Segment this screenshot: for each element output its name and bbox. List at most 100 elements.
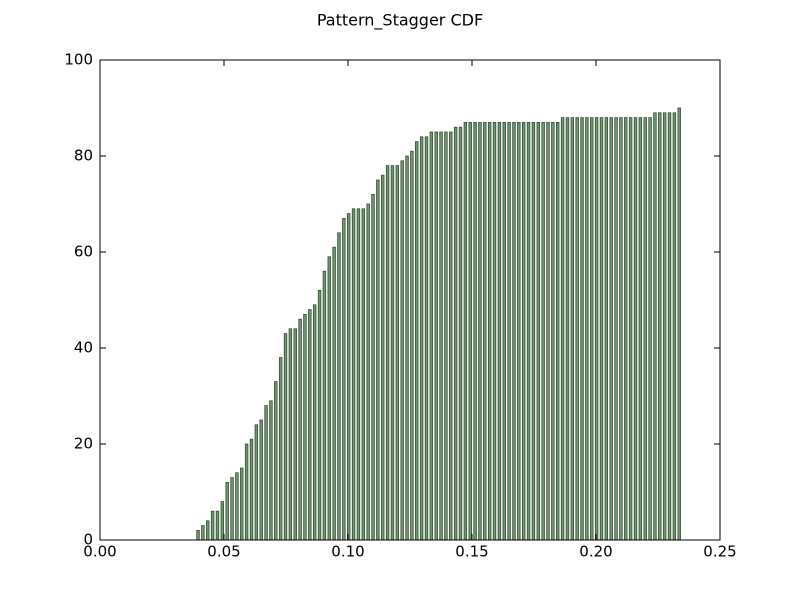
bar (298, 318, 302, 541)
bar (429, 131, 434, 541)
bar (215, 510, 220, 541)
bar (570, 117, 575, 541)
bar (317, 289, 322, 541)
bar (512, 122, 516, 541)
bar (288, 328, 293, 541)
bar (614, 117, 618, 541)
bar (283, 333, 288, 541)
bar (604, 117, 609, 541)
bar (274, 381, 278, 541)
y-tick-label: 60 (74, 243, 93, 261)
y-tick-label: 100 (64, 51, 93, 69)
bar (633, 117, 638, 541)
bar (240, 467, 244, 541)
bar (517, 122, 521, 541)
x-tick-label: 0.00 (83, 543, 116, 561)
bar (415, 141, 419, 541)
bar (332, 246, 336, 541)
bar (269, 400, 273, 541)
bar (381, 174, 385, 541)
bar (424, 136, 429, 541)
bar (643, 117, 647, 541)
bar (405, 155, 409, 541)
bar (278, 357, 283, 541)
bar (487, 122, 492, 541)
bar (502, 122, 506, 541)
bar (322, 270, 327, 541)
bar (312, 304, 317, 541)
bar (400, 160, 404, 541)
bar (521, 122, 526, 541)
bar (453, 126, 458, 541)
bar (351, 208, 356, 541)
bar (565, 117, 570, 541)
bar (342, 217, 346, 541)
x-tick-label: 0.20 (579, 543, 612, 561)
bar (478, 122, 482, 541)
bar (419, 136, 424, 541)
x-tick-label: 0.10 (331, 543, 364, 561)
bar (410, 150, 414, 541)
bar (580, 117, 584, 541)
bar (619, 117, 623, 541)
bar (196, 530, 200, 541)
bar (497, 122, 502, 541)
bar (599, 117, 604, 541)
bar (594, 117, 599, 541)
bar (439, 131, 443, 541)
bar (468, 122, 472, 541)
bar (356, 208, 361, 541)
bar (458, 126, 463, 541)
bar (293, 328, 297, 541)
bar (648, 117, 652, 541)
y-tick-label: 40 (74, 339, 93, 357)
bar (235, 472, 239, 541)
bar (556, 122, 560, 541)
bar (492, 122, 497, 541)
bar (653, 112, 657, 541)
bar (638, 117, 643, 541)
bar (463, 122, 468, 541)
bar (473, 122, 477, 541)
bar (244, 443, 249, 541)
bar (385, 165, 390, 541)
bar (672, 112, 677, 541)
bar (206, 520, 210, 541)
bar (230, 477, 234, 541)
bar (667, 112, 672, 541)
bar (303, 313, 307, 541)
bar (483, 122, 487, 541)
bar (531, 122, 536, 541)
bar (541, 122, 545, 541)
bar (658, 112, 662, 541)
bar (507, 122, 511, 541)
bar (371, 193, 375, 541)
bar (628, 117, 633, 541)
bar (662, 112, 667, 541)
bar (327, 256, 331, 541)
bar (259, 419, 263, 541)
bar (225, 481, 229, 541)
bar (560, 117, 565, 541)
bar (677, 107, 681, 541)
bar (308, 309, 312, 541)
y-tick-label: 80 (74, 147, 93, 165)
bar (536, 122, 540, 541)
bar (526, 122, 531, 541)
bar (444, 131, 448, 541)
bar (210, 510, 215, 541)
bar (575, 117, 579, 541)
bar (609, 117, 613, 541)
bar (390, 165, 395, 541)
bar (347, 213, 351, 541)
bar (361, 208, 365, 541)
bar (551, 122, 555, 541)
bar (220, 501, 225, 541)
chart-title: Pattern_Stagger CDF (317, 11, 483, 31)
y-tick-label: 20 (74, 435, 93, 453)
bar (546, 122, 550, 541)
bar (376, 179, 380, 541)
x-tick-label: 0.25 (703, 543, 736, 561)
bar (337, 232, 341, 541)
